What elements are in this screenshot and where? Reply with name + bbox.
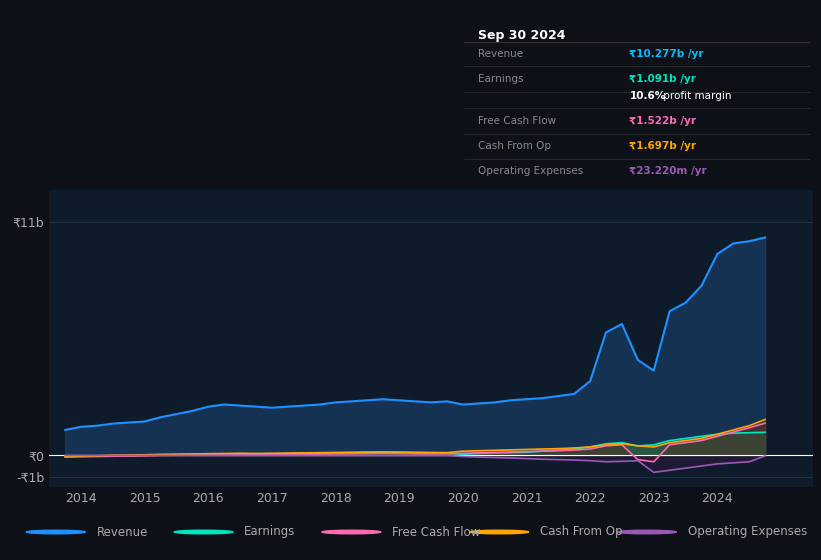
Text: Earnings: Earnings <box>245 525 296 539</box>
Text: ₹1.091b /yr: ₹1.091b /yr <box>630 74 696 84</box>
Text: Revenue: Revenue <box>478 49 523 59</box>
Text: Operating Expenses: Operating Expenses <box>688 525 807 539</box>
Text: Revenue: Revenue <box>97 525 148 539</box>
Text: Free Cash Flow: Free Cash Flow <box>478 116 556 126</box>
Circle shape <box>470 530 529 534</box>
Text: ₹23.220m /yr: ₹23.220m /yr <box>630 166 707 176</box>
Circle shape <box>617 530 677 534</box>
Text: 10.6%: 10.6% <box>630 91 666 101</box>
Text: ₹10.277b /yr: ₹10.277b /yr <box>630 49 704 59</box>
Text: ₹1.522b /yr: ₹1.522b /yr <box>630 116 696 126</box>
Circle shape <box>174 530 233 534</box>
Text: ₹1.697b /yr: ₹1.697b /yr <box>630 141 696 151</box>
Text: Free Cash Flow: Free Cash Flow <box>392 525 480 539</box>
Text: Sep 30 2024: Sep 30 2024 <box>478 29 565 41</box>
Circle shape <box>26 530 85 534</box>
Text: Cash From Op: Cash From Op <box>478 141 551 151</box>
Text: Earnings: Earnings <box>478 74 523 84</box>
Text: profit margin: profit margin <box>660 91 732 101</box>
Circle shape <box>322 530 381 534</box>
Text: Operating Expenses: Operating Expenses <box>478 166 583 176</box>
Text: Cash From Op: Cash From Op <box>540 525 622 539</box>
